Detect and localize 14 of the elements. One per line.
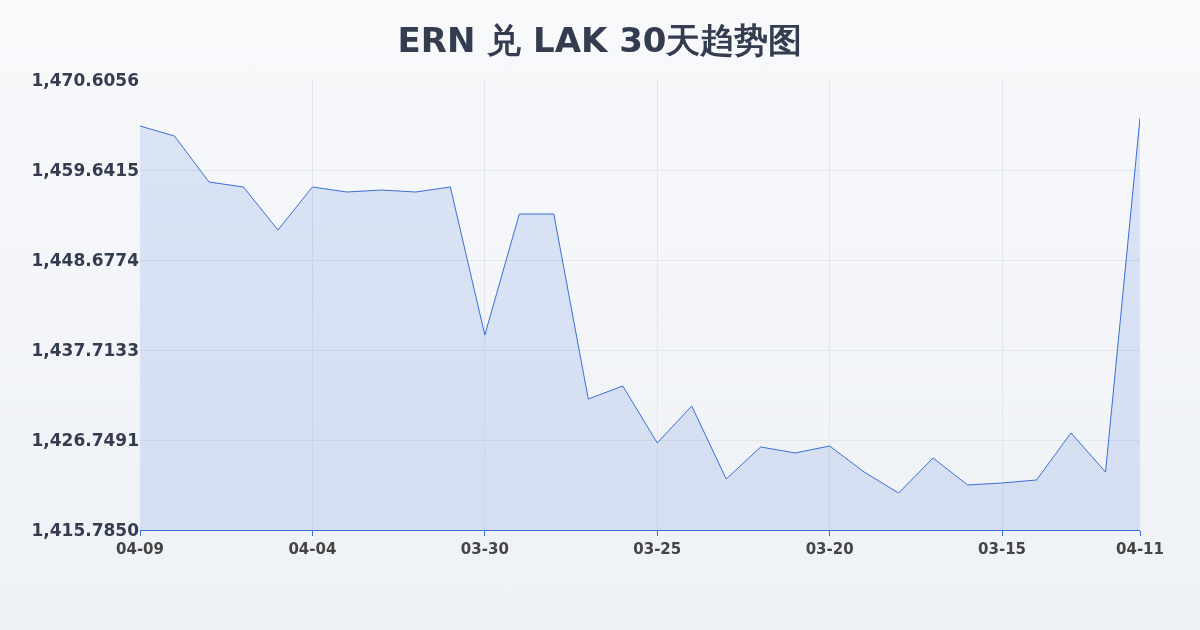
y-tick-label: 1,470.6056 bbox=[31, 69, 139, 90]
y-tick-label: 1,459.6415 bbox=[31, 159, 139, 180]
y-tick-label: 1,448.6774 bbox=[31, 249, 140, 270]
y-tick-label: 1,415.7850 bbox=[31, 519, 140, 540]
x-tick-label: 03-25 bbox=[633, 540, 682, 558]
x-tick-label: 03-30 bbox=[460, 540, 509, 558]
y-tick-label: 1,426.7491 bbox=[31, 429, 139, 450]
x-tick-label: 03-20 bbox=[805, 540, 854, 558]
x-tick-label: 04-09 bbox=[116, 540, 164, 558]
x-tick-label: 04-04 bbox=[288, 540, 337, 558]
y-tick-label: 1,437.7133 bbox=[31, 339, 139, 360]
x-tick-label: 03-15 bbox=[978, 540, 1027, 558]
chart-title: ERN 兑 LAK 30天趋势图 bbox=[397, 20, 803, 61]
x-tick-label: 04-11 bbox=[1116, 540, 1164, 558]
